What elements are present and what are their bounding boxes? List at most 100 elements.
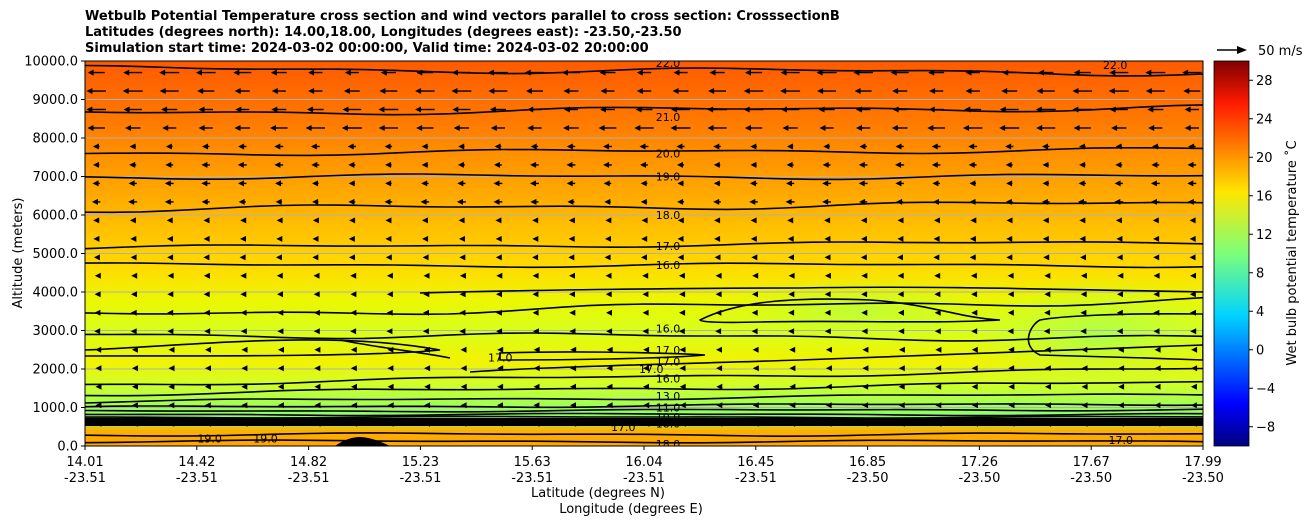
wind-vector-head <box>1152 143 1158 150</box>
wind-vector-head <box>970 272 977 279</box>
wind-vector-head <box>94 309 101 316</box>
wind-vector-head <box>1116 235 1123 242</box>
wind-vector-head <box>605 217 612 224</box>
wind-vector-head <box>898 365 905 372</box>
wind-vector-head <box>641 217 648 224</box>
wind-vector-head <box>378 106 385 113</box>
wind-vector-head <box>1008 402 1015 409</box>
wind-vector-head <box>570 420 577 427</box>
quiver-key-arrowhead <box>1237 46 1247 54</box>
contour-label: 17.0 <box>656 344 681 357</box>
wind-vector-head <box>743 106 750 113</box>
low-theta-region-2 <box>710 275 1010 345</box>
wind-vector-head <box>1191 346 1198 353</box>
wind-vector-head <box>128 198 135 205</box>
colorbar-fill <box>1213 60 1250 447</box>
wind-vector-head <box>131 291 137 298</box>
wind-vector-head <box>1148 125 1155 131</box>
wind-vector-head <box>822 198 829 205</box>
wind-vector-head <box>679 383 686 390</box>
wind-vector-head <box>347 143 354 150</box>
wind-vector-head <box>891 125 898 131</box>
wind-vector-head <box>825 402 832 409</box>
wind-vector-head <box>204 420 211 427</box>
contour-label: 21.0 <box>656 111 681 124</box>
wind-vector-head <box>460 402 467 409</box>
wind-vector-head <box>1189 217 1196 224</box>
wind-vector-head <box>386 272 393 279</box>
wind-vector-head <box>713 143 720 150</box>
wind-vector-head <box>167 309 174 316</box>
wind-vector-head <box>271 106 278 113</box>
wind-vector-head <box>895 143 902 150</box>
wind-vector-head <box>313 309 320 316</box>
wind-vector-head <box>566 143 573 150</box>
wind-vector-head <box>1008 383 1015 390</box>
wind-vector-head <box>350 272 357 279</box>
wind-vector-head <box>1145 69 1152 76</box>
wind-vector-head <box>86 106 93 113</box>
wind-vector-head <box>824 272 831 279</box>
wind-vector-head <box>275 198 282 205</box>
wind-vector-head <box>240 217 247 224</box>
wind-vector-head <box>568 217 575 224</box>
wind-vector-head <box>496 291 502 298</box>
wind-vector-head <box>818 106 825 113</box>
wind-vector-head <box>567 198 574 205</box>
wind-vector-head <box>752 272 759 279</box>
wind-vector-head <box>643 420 650 427</box>
wind-vector-head <box>566 161 573 168</box>
y-tick-label: 7000.0 <box>33 170 79 185</box>
wind-vector-head <box>312 217 319 224</box>
wind-vector-head <box>677 180 684 187</box>
wind-vector-head <box>606 365 613 372</box>
wind-vector-head <box>460 365 467 372</box>
wind-vector-head <box>787 217 794 224</box>
wind-vector-head <box>1153 272 1160 279</box>
wind-vector-head <box>457 161 464 168</box>
wind-vector-head <box>1114 180 1121 187</box>
wind-vector-head <box>1042 143 1048 150</box>
wind-vector-head <box>532 217 539 224</box>
wind-vector-head <box>860 217 867 224</box>
contour-line <box>85 439 1203 444</box>
wind-vector-head <box>164 180 171 187</box>
wind-vector-head <box>569 291 575 298</box>
wind-vector-head <box>604 254 611 261</box>
colorbar-tick-label: 20 <box>1256 151 1273 166</box>
wind-vector-head <box>1117 272 1124 279</box>
wind-vector-head <box>533 346 540 353</box>
wind-vector-head <box>1044 309 1051 316</box>
wind-vector-head <box>932 198 939 205</box>
wind-vector-head <box>897 254 903 261</box>
x-tick-lat: 17.67 <box>1073 455 1110 470</box>
wind-vector-head <box>313 328 320 335</box>
wind-vector-head <box>679 402 686 409</box>
wind-vector-head <box>271 88 278 94</box>
wind-vector-head <box>205 346 211 353</box>
wind-vector-head <box>750 235 757 242</box>
wind-vector-head <box>532 328 539 335</box>
wind-vector-head <box>240 309 247 316</box>
wind-vector-head <box>494 143 501 150</box>
wind-vector-head <box>824 328 831 335</box>
wind-vector-head <box>496 328 503 335</box>
wind-vector-head <box>533 365 540 372</box>
wind-vector-head <box>130 254 137 261</box>
wind-vector-head <box>1043 254 1050 261</box>
wind-vector-head <box>313 272 320 279</box>
wind-vector-head <box>1044 291 1051 298</box>
contour-line <box>85 393 1203 404</box>
x-tick-lat: 14.01 <box>66 455 103 470</box>
wind-vector-head <box>1079 235 1086 242</box>
wind-vector-head <box>787 235 794 242</box>
contour-line <box>85 403 1203 409</box>
wind-vector-head <box>420 198 427 205</box>
wind-vector-head <box>274 143 281 150</box>
contour-loop <box>1027 313 1203 361</box>
wind-vector-head <box>671 106 678 113</box>
wind-vector-head <box>935 365 942 372</box>
wind-vector-head <box>1190 328 1197 335</box>
contour-label: 16.0 <box>656 373 681 386</box>
plot-area: 22.0 22.021.020.019.018.017.016.016.017.0… <box>85 61 1203 446</box>
